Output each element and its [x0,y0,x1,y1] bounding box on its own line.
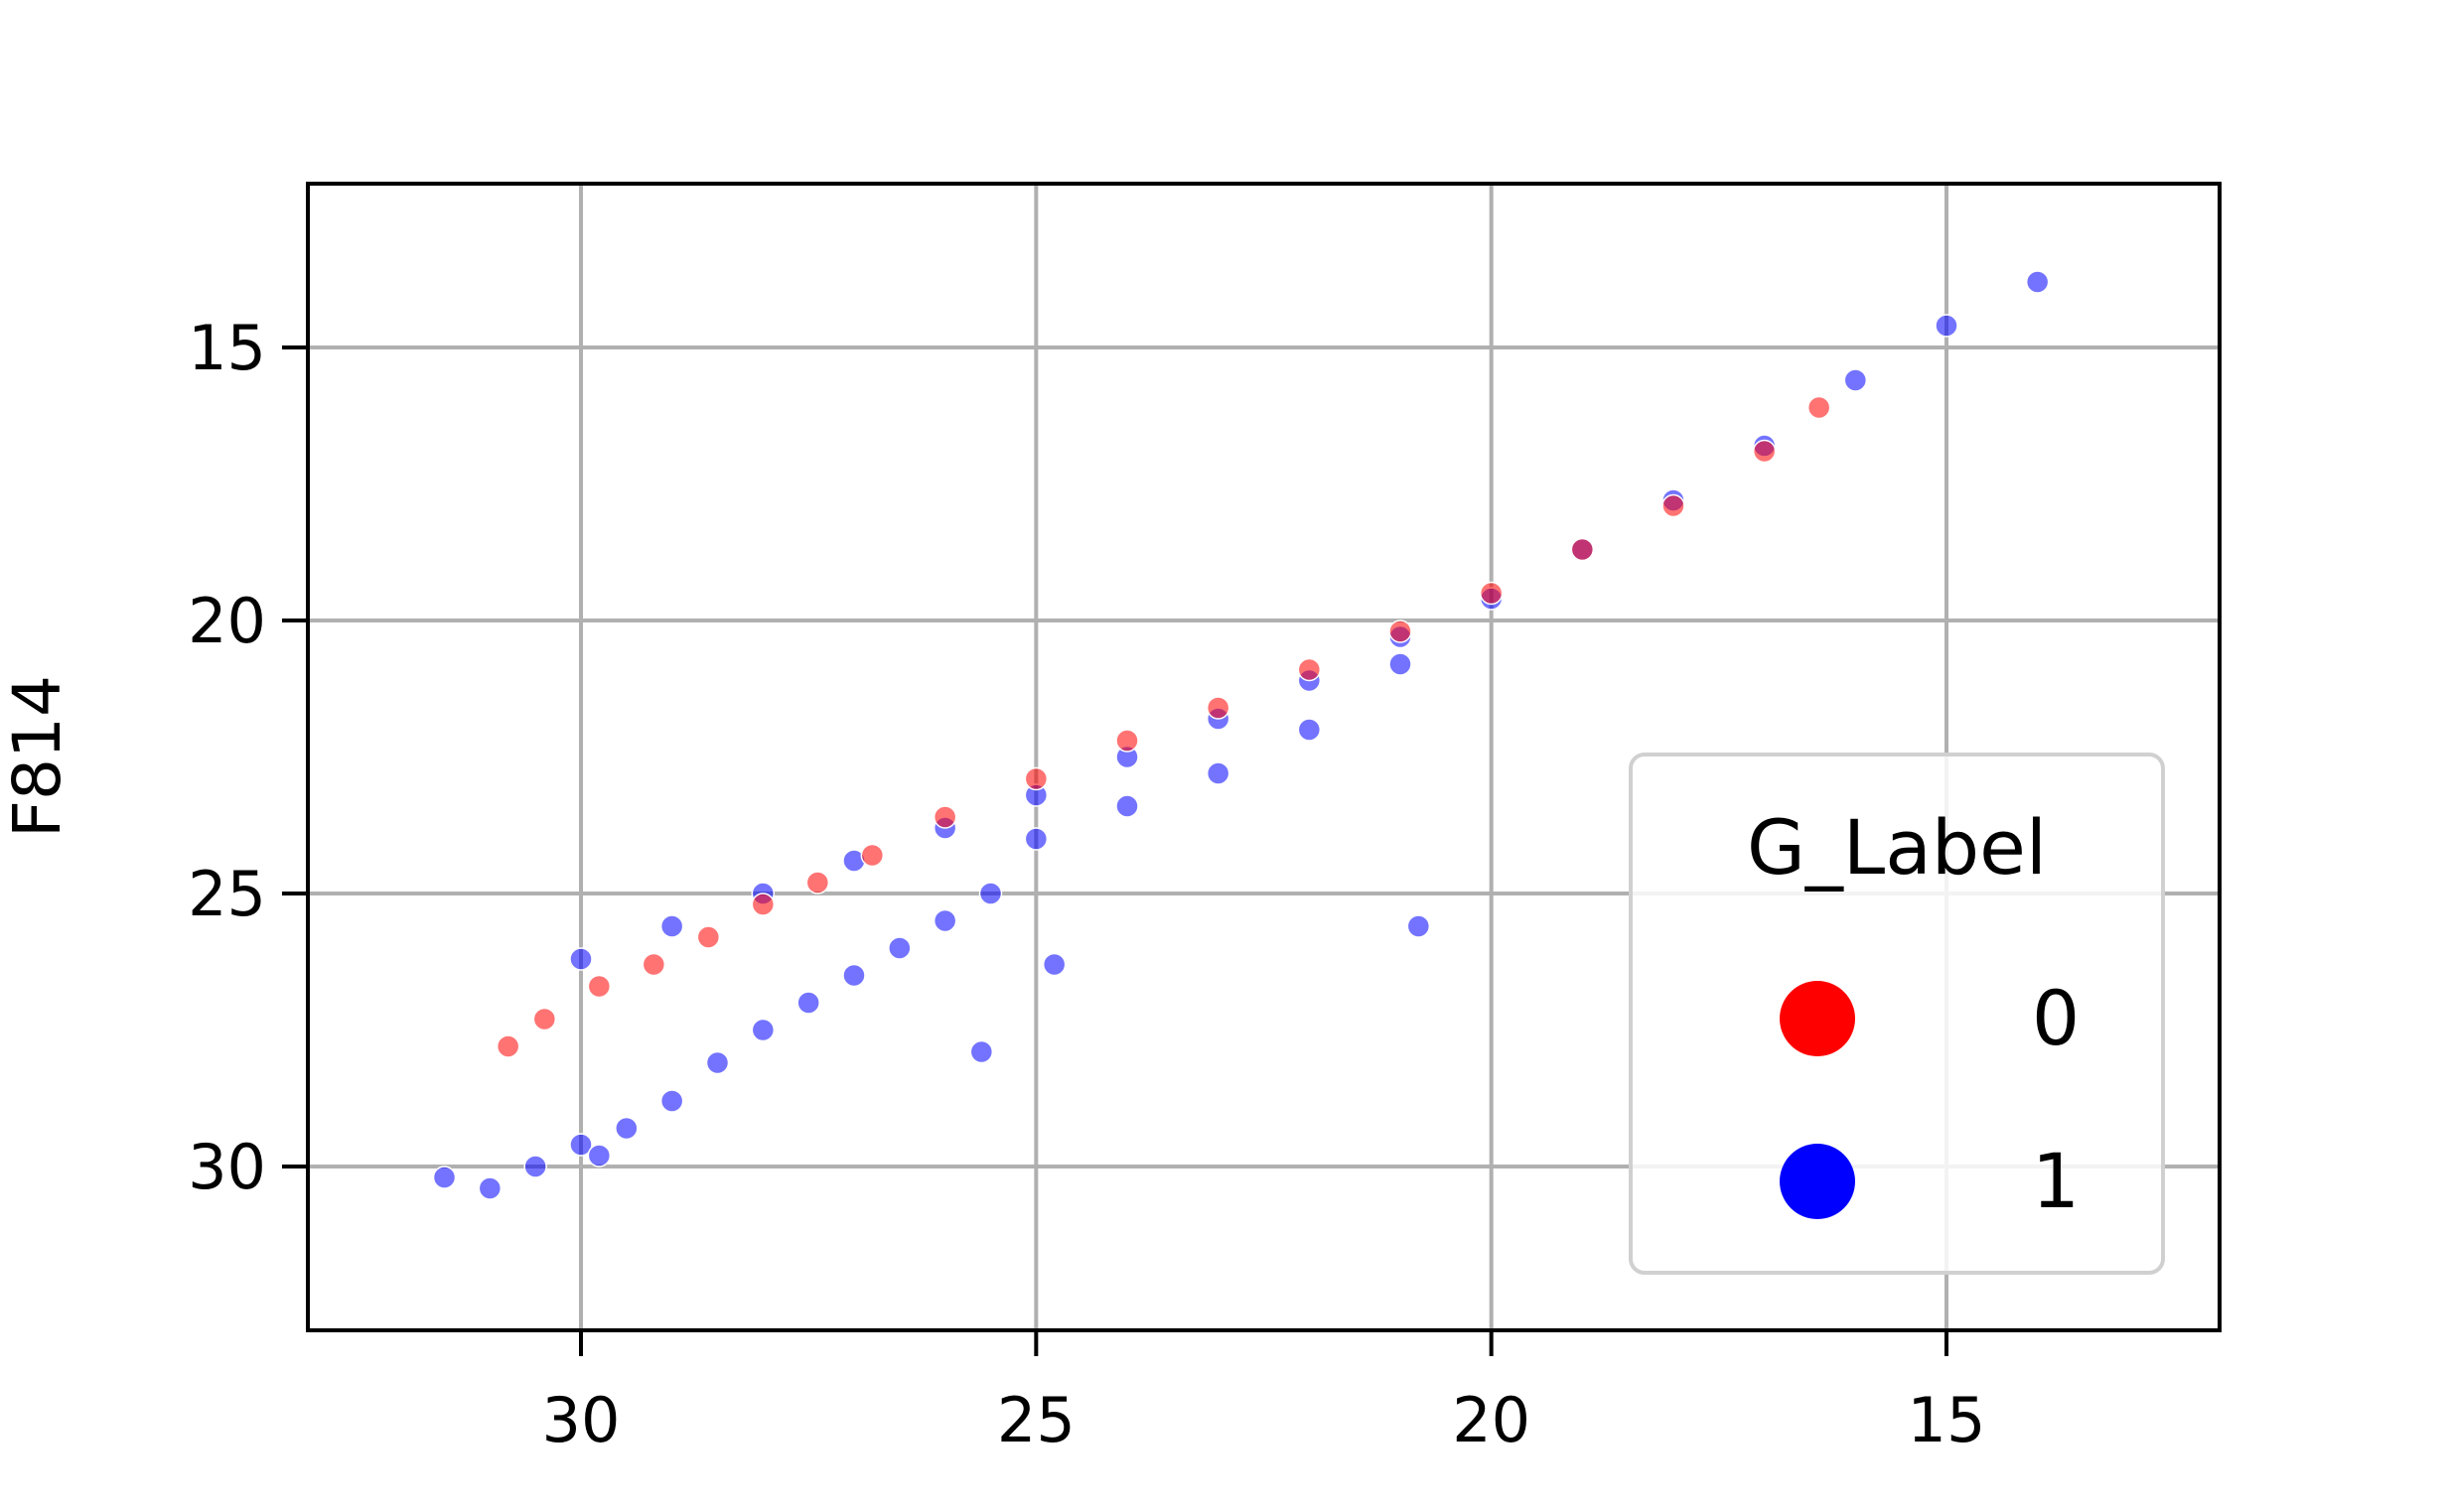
legend-marker-blue [1780,1144,1855,1219]
x-tick-label-2: 20 [1452,1384,1530,1456]
point-series-1-8 [796,991,820,1015]
point-series-1-28 [1935,314,1958,338]
point-series-1-31 [1115,794,1139,818]
point-series-0-5 [751,893,776,916]
point-series-0-13 [1388,619,1412,643]
scatter-points [432,270,2050,1200]
legend-box [1629,753,2165,1275]
y-tick-label-3: 30 [188,1131,266,1203]
point-series-1-5 [659,1089,684,1113]
x-tick-label-3: 15 [1908,1384,1986,1456]
legend[interactable]: G_Label 0 1 [1629,753,2165,1275]
point-series-0-3 [642,952,666,977]
series-0 [496,395,1831,1058]
point-series-1-0 [432,1166,457,1189]
point-series-1-32 [1206,761,1230,785]
legend-title: G_Label [1747,803,2047,892]
point-series-1-10 [888,936,912,960]
point-series-0-7 [860,843,885,868]
point-series-0-16 [1661,493,1685,518]
point-series-1-29 [2025,270,2050,294]
y-tick-label-0: 15 [188,312,266,384]
point-series-1-38 [1042,952,1067,977]
point-series-1-36 [587,1144,612,1168]
point-series-0-4 [696,925,721,949]
point-series-0-10 [1115,729,1139,753]
y-tick-label-2: 25 [188,858,266,930]
point-series-1-30 [1024,827,1049,851]
x-tick-label-0: 30 [542,1384,621,1456]
y-tick-label-1: 20 [188,585,266,657]
point-series-0-6 [805,871,830,894]
point-series-1-12 [978,882,1003,905]
point-series-1-3 [569,1133,593,1157]
point-series-0-1 [532,1007,557,1031]
point-series-1-9 [842,963,866,988]
point-series-1-27 [1843,368,1868,392]
point-series-1-13 [569,947,593,971]
point-series-1-34 [1388,652,1412,676]
point-series-1-4 [615,1116,639,1141]
plot-frame [306,182,2222,1332]
point-series-0-12 [1297,657,1322,682]
point-series-0-0 [496,1034,520,1058]
point-series-0-18 [1806,395,1831,420]
point-series-1-14 [659,914,684,938]
point-series-1-37 [969,1039,994,1064]
point-series-1-33 [1297,718,1322,742]
legend-marker-red [1780,981,1855,1056]
point-series-1-6 [705,1050,730,1075]
point-series-1-35 [1406,914,1431,938]
point-series-0-14 [1479,581,1504,606]
legend-label-0: 0 [2032,974,2080,1062]
point-series-1-11 [933,908,957,933]
axis-ticks: 30 25 20 15 15 20 25 30 [188,312,1985,1456]
y-axis-title: F814 [0,675,75,838]
x-tick-label-1: 25 [997,1384,1076,1456]
point-series-0-2 [587,974,612,999]
point-series-0-11 [1206,696,1230,720]
point-series-0-8 [933,805,957,829]
legend-label-1: 1 [2032,1137,2080,1225]
point-series-1-2 [523,1155,547,1178]
point-series-1-1 [478,1176,503,1200]
point-series-0-15 [1570,537,1595,562]
point-series-1-7 [751,1018,776,1042]
point-series-0-17 [1752,439,1777,464]
point-series-0-9 [1024,766,1049,791]
